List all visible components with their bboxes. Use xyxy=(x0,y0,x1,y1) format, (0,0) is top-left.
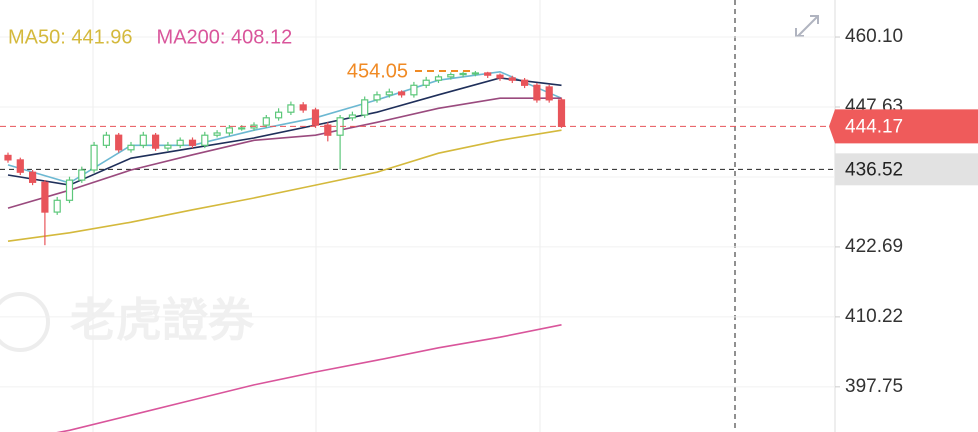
last-price-box xyxy=(829,109,978,144)
candle-body xyxy=(238,127,246,130)
y-tick-label: 410.22 xyxy=(845,306,903,327)
watermark: 老虎證券 xyxy=(0,292,255,352)
candle-body xyxy=(127,144,135,151)
candle-body xyxy=(201,134,209,146)
candle-body xyxy=(398,91,406,96)
candle-body xyxy=(90,144,98,171)
candle-body xyxy=(16,159,24,173)
ma-line xyxy=(7,77,562,186)
candle-body xyxy=(545,86,553,101)
candle-body xyxy=(164,144,172,149)
candle-body xyxy=(176,139,184,146)
watermark-logo xyxy=(0,292,50,352)
candle-body xyxy=(152,134,160,149)
candle-body xyxy=(496,74,504,79)
candle-body xyxy=(4,154,12,161)
watermark-text: 老虎證券 xyxy=(70,294,255,346)
candle-body xyxy=(520,79,529,86)
candle-body xyxy=(361,99,369,116)
candle-body xyxy=(139,134,147,146)
candle-body xyxy=(65,179,74,201)
candle-body xyxy=(29,171,37,183)
ma-line xyxy=(7,70,562,184)
candle-body xyxy=(324,124,332,136)
legend-entry: MA50: 441.96 xyxy=(8,26,133,48)
candle-body xyxy=(299,104,307,111)
candle-body xyxy=(53,199,61,213)
candle-body xyxy=(188,139,197,146)
ma-line xyxy=(7,129,562,242)
high-marker-label: 454.05 xyxy=(347,60,408,82)
candle-body xyxy=(385,91,393,96)
legend-entry: MA200: 408.12 xyxy=(157,26,293,48)
candle-body xyxy=(471,72,479,75)
candle-body xyxy=(275,111,283,119)
ma-line xyxy=(56,324,562,432)
candle-body xyxy=(422,79,430,86)
candle-body xyxy=(102,134,111,146)
candle-body xyxy=(225,127,233,134)
candle-body xyxy=(348,114,356,119)
last-price-label: 444.17 xyxy=(845,116,903,137)
candle-body xyxy=(459,72,467,76)
candle-body xyxy=(434,76,443,81)
candle-body xyxy=(484,72,492,76)
candle-body xyxy=(115,134,123,151)
candle-body xyxy=(78,169,86,181)
candle-body xyxy=(41,181,49,213)
candle-body xyxy=(311,109,320,126)
y-tick-label: 460.10 xyxy=(845,26,903,47)
candle-body xyxy=(508,77,516,81)
crosshair-price-label: 436.52 xyxy=(845,159,903,180)
candle-body xyxy=(557,99,566,128)
candle-body xyxy=(373,94,381,101)
candle-body xyxy=(287,104,295,113)
candle-body xyxy=(410,84,418,96)
ma-line xyxy=(7,97,562,209)
candle-body xyxy=(213,132,221,136)
y-tick-label: 397.75 xyxy=(845,376,903,397)
y-tick-label: 422.69 xyxy=(845,236,903,257)
crosshair-price-box xyxy=(835,153,978,186)
expand-icon[interactable] xyxy=(795,15,819,37)
candle-body xyxy=(262,117,270,126)
plot-layer: 460.10447.63435.16422.69410.22397.75454.… xyxy=(0,26,978,432)
candle-body xyxy=(447,74,455,78)
ma-lines xyxy=(7,70,562,432)
candle-body xyxy=(533,84,541,101)
